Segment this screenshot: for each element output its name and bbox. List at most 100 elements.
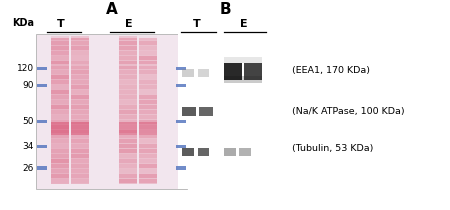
Bar bbox=[182, 68, 194, 77]
Bar bbox=[71, 95, 89, 99]
Bar bbox=[71, 154, 89, 158]
Bar bbox=[119, 66, 137, 69]
Bar bbox=[119, 139, 137, 143]
Bar bbox=[139, 149, 157, 153]
Bar bbox=[51, 139, 69, 143]
Bar bbox=[71, 41, 89, 45]
Bar bbox=[71, 110, 89, 114]
Bar bbox=[51, 164, 69, 168]
Bar bbox=[36, 34, 187, 189]
Bar bbox=[119, 154, 137, 158]
Bar bbox=[139, 174, 157, 178]
Bar bbox=[139, 66, 157, 69]
Bar bbox=[71, 169, 89, 173]
Bar bbox=[139, 51, 157, 55]
Bar bbox=[198, 68, 209, 77]
Bar bbox=[71, 105, 89, 109]
Bar bbox=[71, 85, 89, 89]
Bar bbox=[71, 120, 89, 124]
Text: T: T bbox=[57, 19, 65, 29]
Bar bbox=[71, 46, 89, 50]
Bar bbox=[119, 75, 137, 79]
Bar bbox=[119, 179, 137, 183]
Bar bbox=[37, 120, 47, 123]
Bar bbox=[71, 174, 89, 178]
Bar bbox=[119, 95, 137, 99]
Bar bbox=[178, 34, 284, 189]
Bar bbox=[182, 108, 196, 116]
Bar bbox=[71, 115, 89, 119]
Bar bbox=[71, 56, 89, 60]
Bar bbox=[139, 144, 157, 148]
Text: E: E bbox=[125, 19, 132, 29]
Bar bbox=[51, 174, 69, 178]
Bar bbox=[119, 60, 137, 64]
Bar bbox=[71, 66, 89, 69]
Bar bbox=[176, 67, 186, 70]
Bar bbox=[224, 148, 236, 156]
Text: 50: 50 bbox=[22, 117, 34, 126]
Bar bbox=[51, 95, 69, 99]
Bar bbox=[37, 144, 47, 148]
Bar bbox=[119, 135, 137, 138]
Text: E: E bbox=[239, 19, 247, 29]
Bar bbox=[224, 63, 242, 80]
Bar bbox=[139, 80, 157, 84]
Bar bbox=[139, 85, 157, 89]
Bar bbox=[119, 164, 137, 168]
Bar bbox=[71, 144, 89, 148]
Bar bbox=[119, 51, 137, 55]
Text: (Na/K ATPase, 100 KDa): (Na/K ATPase, 100 KDa) bbox=[292, 107, 405, 116]
Bar bbox=[139, 159, 157, 163]
Bar bbox=[119, 85, 137, 89]
Bar bbox=[119, 56, 137, 60]
Bar bbox=[51, 110, 69, 114]
Bar bbox=[51, 135, 69, 138]
Text: B: B bbox=[220, 2, 231, 17]
Text: 26: 26 bbox=[22, 164, 34, 173]
Bar bbox=[51, 122, 69, 135]
Bar bbox=[37, 67, 47, 70]
Bar bbox=[51, 51, 69, 55]
Bar bbox=[119, 115, 137, 119]
Bar bbox=[71, 159, 89, 163]
Bar bbox=[71, 36, 89, 40]
Bar bbox=[71, 60, 89, 64]
Bar bbox=[139, 90, 157, 94]
Bar bbox=[51, 60, 69, 64]
Bar bbox=[139, 169, 157, 173]
Bar bbox=[51, 46, 69, 50]
Bar bbox=[71, 130, 89, 134]
Bar bbox=[51, 41, 69, 45]
Bar bbox=[51, 100, 69, 104]
Bar bbox=[71, 100, 89, 104]
Text: KDa: KDa bbox=[12, 18, 34, 28]
Bar bbox=[182, 148, 194, 156]
Bar bbox=[51, 130, 69, 134]
Bar bbox=[139, 115, 157, 119]
Bar bbox=[224, 57, 262, 63]
Bar bbox=[119, 46, 137, 50]
Bar bbox=[176, 166, 186, 170]
Bar bbox=[119, 100, 137, 104]
Bar bbox=[119, 149, 137, 153]
Bar bbox=[51, 159, 69, 163]
Bar bbox=[119, 110, 137, 114]
Bar bbox=[139, 56, 157, 60]
Text: A: A bbox=[105, 2, 117, 17]
Text: 90: 90 bbox=[22, 81, 34, 90]
Bar bbox=[71, 90, 89, 94]
Bar bbox=[71, 80, 89, 84]
Bar bbox=[139, 46, 157, 50]
Bar bbox=[71, 122, 89, 135]
Bar bbox=[119, 159, 137, 163]
Bar bbox=[71, 125, 89, 129]
Text: 120: 120 bbox=[17, 64, 34, 73]
Bar bbox=[119, 36, 137, 40]
Bar bbox=[51, 105, 69, 109]
Bar bbox=[51, 66, 69, 69]
Bar bbox=[71, 139, 89, 143]
Bar bbox=[139, 75, 157, 79]
Bar bbox=[139, 41, 157, 45]
Bar bbox=[139, 122, 157, 135]
